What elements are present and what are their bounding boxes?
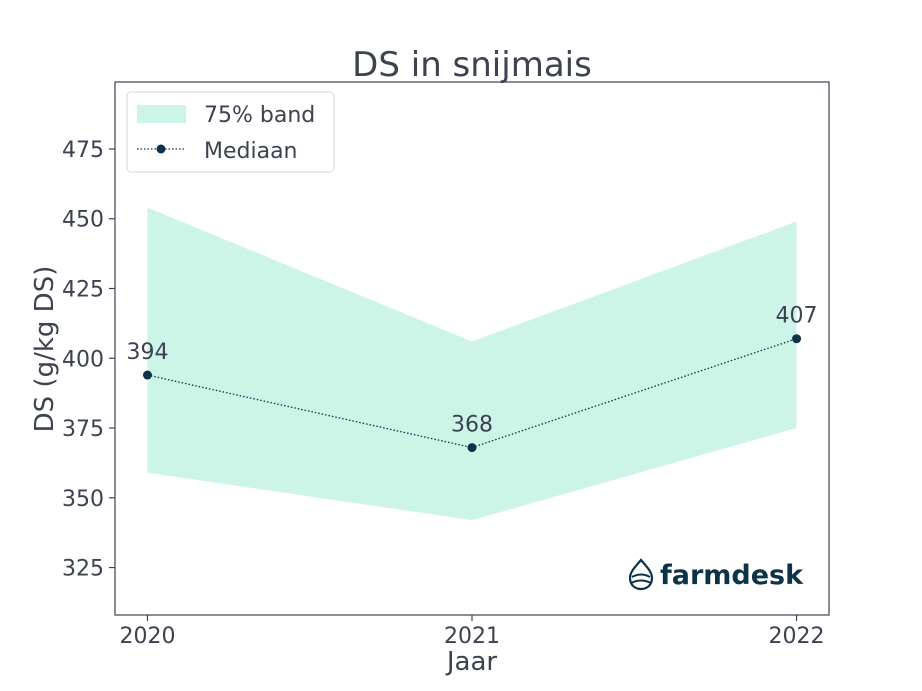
data-point bbox=[467, 443, 477, 453]
x-axis: 2020 2021 2022 bbox=[119, 615, 825, 649]
x-tick-label: 2020 bbox=[119, 624, 175, 649]
y-tick-label: 325 bbox=[62, 557, 104, 582]
y-tick-label: 450 bbox=[62, 208, 104, 233]
data-point bbox=[142, 370, 152, 380]
y-axis-label: DS (g/kg DS) bbox=[30, 266, 60, 433]
data-label: 407 bbox=[776, 304, 818, 329]
farmdesk-logo: farmdesk bbox=[628, 558, 804, 591]
y-tick-label: 425 bbox=[62, 278, 104, 303]
x-tick-label: 2021 bbox=[444, 624, 500, 649]
x-axis-label: Jaar bbox=[445, 647, 498, 677]
x-tick-label: 2022 bbox=[769, 624, 825, 649]
data-label: 368 bbox=[451, 413, 493, 438]
y-axis: 325 350 375 400 425 450 475 bbox=[62, 138, 115, 582]
y-tick-label: 400 bbox=[62, 347, 104, 372]
y-tick-label: 375 bbox=[62, 417, 104, 442]
legend: 75% band Mediaan bbox=[126, 91, 335, 173]
wave-icon bbox=[631, 573, 651, 578]
y-tick-label: 350 bbox=[62, 487, 104, 512]
y-tick-label: 475 bbox=[62, 138, 104, 163]
logo-text: farmdesk bbox=[660, 560, 804, 591]
band-area bbox=[147, 207, 797, 521]
data-label: 394 bbox=[126, 340, 168, 365]
legend-median-label: Mediaan bbox=[204, 139, 298, 164]
legend-median-marker bbox=[156, 144, 166, 154]
data-point bbox=[792, 334, 802, 344]
legend-band-swatch bbox=[137, 105, 186, 123]
wave-icon bbox=[630, 579, 652, 584]
chart-title: DS in snijmais bbox=[352, 45, 592, 85]
legend-band-label: 75% band bbox=[204, 103, 315, 128]
plot-area: 394 368 407 bbox=[126, 207, 818, 521]
drop-icon bbox=[628, 558, 654, 591]
